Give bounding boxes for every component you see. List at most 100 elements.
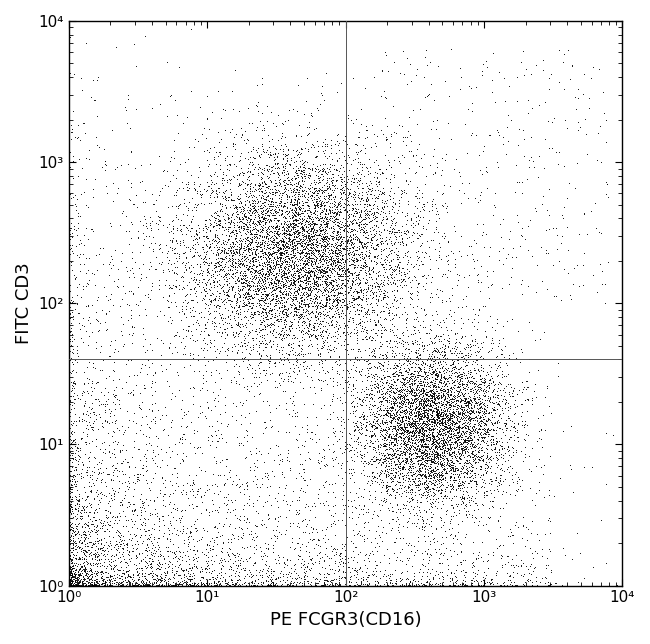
Point [73, 208, 83, 218]
Point [405, 459, 415, 469]
Point [278, 575, 288, 585]
Point [129, 484, 139, 495]
Point [430, 388, 440, 398]
Point [272, 245, 282, 255]
Point [389, 368, 399, 378]
Point [270, 531, 280, 541]
Point [273, 278, 283, 289]
Point [476, 397, 487, 407]
Point [452, 386, 462, 397]
Point [422, 387, 433, 397]
Point [327, 180, 337, 190]
Point [242, 263, 253, 274]
Point [298, 560, 308, 571]
Point [417, 422, 428, 433]
Point [288, 223, 298, 233]
Point [265, 336, 276, 346]
Point [445, 486, 456, 496]
Point [392, 400, 402, 410]
Point [257, 180, 268, 191]
Point [73, 559, 84, 569]
Point [159, 563, 170, 573]
Point [447, 384, 458, 394]
Point [406, 405, 417, 415]
Point [304, 298, 314, 308]
Point [187, 580, 197, 591]
Point [396, 450, 407, 460]
Point [149, 580, 159, 591]
Point [274, 303, 284, 314]
Point [415, 469, 425, 479]
Point [311, 304, 321, 314]
Point [72, 542, 82, 552]
Point [337, 294, 348, 305]
Point [333, 271, 343, 281]
Point [65, 577, 75, 587]
Point [223, 295, 233, 305]
Point [532, 580, 543, 590]
Point [476, 261, 486, 271]
Point [364, 579, 374, 589]
Point [123, 484, 133, 494]
Point [89, 524, 99, 534]
Point [415, 376, 425, 386]
Point [206, 171, 216, 182]
Point [238, 301, 248, 311]
Point [452, 560, 462, 571]
Point [407, 383, 417, 393]
Point [191, 562, 202, 572]
Point [347, 199, 358, 209]
Point [487, 343, 497, 353]
Point [289, 209, 299, 219]
Point [468, 415, 478, 425]
Point [365, 189, 375, 199]
Point [402, 246, 413, 256]
Point [437, 473, 448, 483]
Point [255, 239, 266, 249]
Point [471, 488, 481, 498]
Point [366, 255, 376, 265]
Point [399, 185, 410, 195]
Point [88, 421, 98, 431]
Point [503, 441, 514, 451]
Point [64, 552, 74, 562]
Point [392, 414, 402, 424]
Point [255, 263, 266, 274]
Point [176, 315, 186, 325]
Point [192, 580, 203, 591]
Point [415, 333, 425, 343]
Point [441, 398, 452, 408]
Point [262, 271, 272, 281]
Point [334, 207, 345, 217]
Point [252, 194, 262, 204]
Point [308, 187, 318, 198]
Point [202, 265, 213, 275]
Point [294, 310, 304, 320]
Point [406, 259, 416, 269]
Point [402, 419, 412, 429]
Point [302, 211, 313, 221]
Point [406, 417, 417, 428]
Point [329, 254, 339, 265]
Point [235, 249, 245, 260]
Point [240, 278, 251, 288]
Point [237, 236, 247, 246]
Point [162, 545, 173, 556]
Point [304, 231, 314, 242]
Point [263, 214, 273, 224]
Point [200, 564, 211, 574]
Point [320, 529, 330, 540]
Point [185, 527, 195, 537]
Point [226, 190, 237, 200]
Point [437, 430, 448, 440]
Point [350, 113, 361, 124]
Point [209, 294, 219, 305]
Point [296, 234, 306, 245]
Point [406, 368, 416, 378]
Point [89, 549, 99, 560]
Point [307, 164, 317, 175]
Point [309, 187, 320, 197]
Point [82, 501, 92, 511]
Point [302, 270, 313, 281]
Point [119, 427, 129, 437]
